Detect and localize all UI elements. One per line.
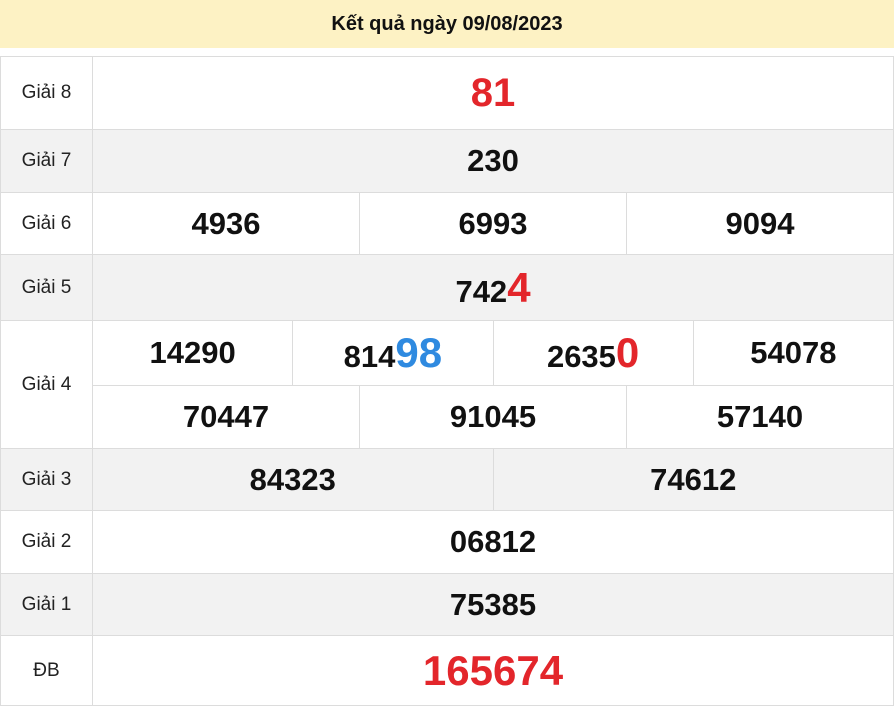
- number-highlight: 0: [615, 329, 640, 376]
- number-main: 14290: [149, 335, 236, 370]
- number-main: 70447: [182, 399, 270, 434]
- prize-label: Giải 1: [0, 573, 93, 636]
- number-main: 230: [467, 143, 519, 178]
- prize-row: Giải 1 75385: [0, 573, 894, 636]
- prize-number: 81: [92, 56, 894, 130]
- number-main: 74612: [650, 461, 737, 497]
- number-main: 75385: [449, 586, 537, 622]
- prize-label: Giải 4: [0, 320, 93, 449]
- number-main: 742: [455, 273, 508, 309]
- number-main: 57140: [716, 399, 804, 434]
- prize-number: 57140: [626, 385, 894, 449]
- number-main: 06812: [449, 524, 537, 559]
- prize-number: 26350: [492, 320, 694, 386]
- number-highlight: 98: [395, 329, 443, 376]
- prize-row: Giải 6 4936 6993 9094: [0, 192, 894, 255]
- prize-row: Giải 3 84323 74612: [0, 448, 894, 511]
- number-highlight: 81: [470, 70, 516, 115]
- prize-label: ĐB: [0, 635, 93, 706]
- number-main: 9094: [725, 205, 795, 241]
- prize-row: Giải 2 06812: [0, 510, 894, 574]
- prize-row: ĐB 165674: [0, 635, 894, 706]
- prize-label: Giải 3: [0, 448, 93, 511]
- prize-label: Giải 2: [0, 510, 93, 574]
- number-main: 91045: [449, 399, 537, 434]
- prize-label: Giải 5: [0, 254, 93, 321]
- prize-number: 75385: [92, 573, 894, 636]
- number-main: 814: [343, 339, 396, 374]
- prize-row: Giải 7 230: [0, 129, 894, 193]
- prize-number: 230: [92, 129, 894, 193]
- prize-number: 91045: [359, 385, 627, 449]
- prize-number: 84323: [92, 448, 494, 511]
- number-main: 84323: [249, 461, 336, 497]
- prize-row: Giải 5 7424: [0, 254, 894, 321]
- prize-number: 9094: [626, 192, 894, 255]
- prize-number: 6993: [359, 192, 627, 255]
- prize-number: 54078: [692, 320, 894, 386]
- prize-label: Giải 6: [0, 192, 93, 255]
- number-highlight: 4: [507, 263, 531, 311]
- number-main: 6993: [458, 205, 528, 241]
- prize-number: 81498: [292, 320, 494, 386]
- prize-number: 14290: [91, 320, 294, 386]
- number-highlight: 165674: [422, 646, 564, 694]
- prize-row: Giải 8 81: [0, 56, 894, 130]
- prize-number: 06812: [92, 510, 894, 574]
- prize-label: Giải 7: [0, 129, 93, 193]
- prize-number: 70447: [92, 385, 360, 449]
- prize-number: 74612: [492, 448, 894, 511]
- number-main: 4936: [191, 205, 261, 241]
- prize-number: 165674: [92, 635, 894, 706]
- prize-number: 4936: [92, 192, 360, 255]
- prize-label: Giải 8: [0, 56, 93, 130]
- prize-row: Giải 4 14290 81498 26350 54078: [0, 320, 894, 449]
- prize-number: 7424: [92, 254, 894, 321]
- results-table: Giải 8 81 Giải 7 230 Giải 6 4936 6993 9094 Giải …: [0, 56, 894, 706]
- number-main: 2635: [546, 339, 616, 374]
- number-main: 54078: [750, 335, 837, 370]
- results-title: Kết quả ngày 09/08/2023: [0, 0, 894, 48]
